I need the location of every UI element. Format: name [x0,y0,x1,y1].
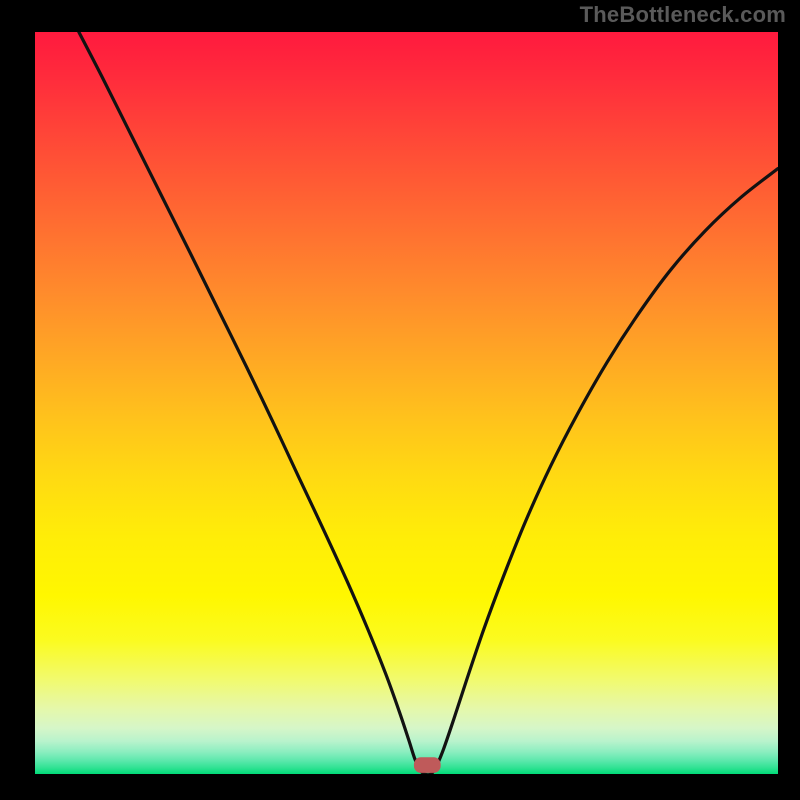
bottleneck-chart [35,32,778,774]
chart-background [35,32,778,774]
chart-frame: TheBottleneck.com [0,0,800,800]
attribution-text: TheBottleneck.com [580,2,786,28]
optimum-marker [414,757,441,773]
